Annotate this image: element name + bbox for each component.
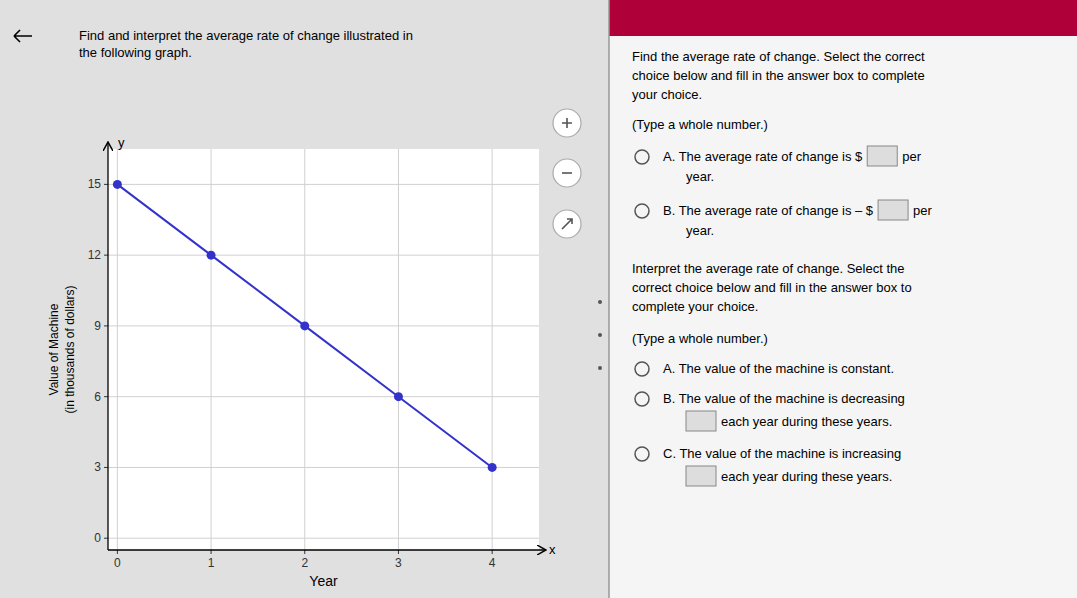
- zoom-glyph: [562, 118, 572, 128]
- x-axis-line: [108, 549, 545, 550]
- option-text: A. The average rate of change is $: [663, 149, 863, 164]
- left-panel: [0, 0, 609, 598]
- option-text: each year during these years.: [721, 469, 892, 484]
- question-text: Find the average rate of change. Select …: [632, 49, 925, 102]
- divider: [608, 0, 610, 598]
- data-point: [488, 463, 497, 472]
- zoom-circle: [553, 159, 581, 187]
- x-arrow-label: x: [549, 542, 556, 557]
- radio-button[interactable]: [635, 392, 649, 406]
- grid-line-y: [108, 467, 539, 468]
- tick-label-y: 12: [88, 248, 102, 262]
- tick-label-x: 3: [395, 556, 402, 570]
- zoom-circle: [553, 109, 581, 137]
- option-text: B. The average rate of change is – $: [663, 203, 874, 218]
- plot: 0123403691215: [88, 143, 545, 570]
- grid-line-x: [117, 149, 118, 550]
- option-text: each year during these years.: [721, 414, 892, 429]
- option-text: B. The value of the machine is decreasin…: [663, 391, 905, 406]
- zoom-button[interactable]: [553, 109, 581, 137]
- data-point: [113, 180, 122, 189]
- grid-line-x: [492, 149, 493, 550]
- option-text: year.: [686, 169, 714, 184]
- tick-label-y: 15: [88, 177, 102, 191]
- y-axis-line: [107, 143, 108, 550]
- option-text: per: [913, 203, 932, 218]
- tick-label-x: 4: [489, 556, 496, 570]
- top-bar: [609, 0, 1077, 36]
- y-axis-label: Value of Machine(in thousands of dollars…: [47, 285, 77, 413]
- sidebar-dot: [598, 300, 602, 304]
- radio-button[interactable]: [635, 447, 649, 461]
- tick-label-x: 1: [208, 556, 215, 570]
- answer-box[interactable]: [867, 146, 897, 166]
- grid-line-y: [108, 255, 539, 256]
- tick-label-y: 9: [94, 319, 101, 333]
- data-point: [394, 392, 403, 401]
- answer-box[interactable]: [686, 411, 716, 431]
- radio-button[interactable]: [635, 204, 649, 218]
- type-note: (Type a whole number.): [632, 117, 768, 132]
- tick-label-y: 3: [94, 460, 101, 474]
- radio-button[interactable]: [635, 362, 649, 376]
- option-text: C. The value of the machine is increasin…: [663, 446, 901, 461]
- grid-line-y: [108, 184, 539, 185]
- zoom-glyph: [562, 172, 572, 174]
- answer-box[interactable]: [878, 200, 908, 220]
- option-text: year.: [686, 223, 714, 238]
- zoom-button[interactable]: [553, 159, 581, 187]
- grid-line-y: [108, 396, 539, 397]
- sidebar-dot: [598, 366, 602, 370]
- grid-line-y: [108, 538, 539, 539]
- option-text: per: [902, 149, 921, 164]
- zoom-circle: [553, 210, 581, 238]
- sidebar-dot: [598, 333, 602, 337]
- tick-label-y: 0: [94, 531, 101, 545]
- y-arrow-label: y: [118, 135, 125, 150]
- type-note: (Type a whole number.): [632, 331, 768, 346]
- answer-box[interactable]: [686, 466, 716, 486]
- zoom-glyph: [562, 219, 572, 229]
- chart-title: Find and interpret the average rate of c…: [79, 28, 413, 60]
- right-panel: [609, 0, 1077, 598]
- data-point: [207, 251, 216, 260]
- grid-line-x: [398, 149, 399, 550]
- question-text: Interpret the average rate of change. Se…: [632, 261, 912, 314]
- radio-button[interactable]: [635, 150, 649, 164]
- tick-label-x: 2: [301, 556, 308, 570]
- back-arrow[interactable]: [14, 30, 32, 42]
- grid-line-y: [108, 325, 539, 326]
- data-line: [117, 184, 492, 467]
- zoom-button[interactable]: [553, 210, 581, 238]
- plot-area: [108, 149, 539, 550]
- tick-label-x: 0: [114, 556, 121, 570]
- data-point: [300, 321, 309, 330]
- tick-label-y: 6: [94, 390, 101, 404]
- grid-line-x: [304, 149, 305, 550]
- grid-line-x: [211, 149, 212, 550]
- option-text: A. The value of the machine is constant.: [663, 361, 894, 376]
- marks: [113, 180, 497, 472]
- x-axis-label: Year: [309, 573, 338, 589]
